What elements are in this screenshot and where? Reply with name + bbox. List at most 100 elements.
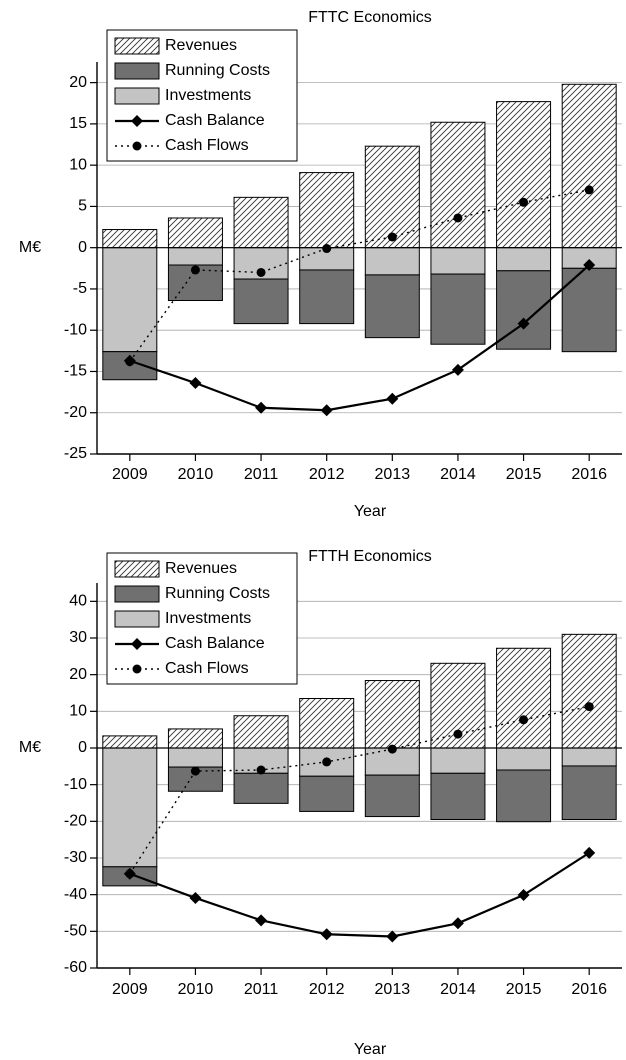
y-axis-label: M€ [19,239,41,256]
y-tick-label: 5 [78,198,87,215]
bar [496,647,552,749]
marker-circle [322,244,332,254]
x-axis-label: Year [354,1041,387,1058]
legend-label: Investments [165,87,251,104]
legend-swatch [114,62,160,80]
line [129,705,590,875]
line [129,264,590,412]
x-tick-label: 2009 [112,981,148,998]
marker-diamond [517,889,530,902]
bar [561,633,617,749]
bar [233,747,289,774]
y-tick-label: -10 [64,776,87,793]
legend-label: Cash Balance [165,635,265,652]
x-tick-label: 2011 [244,466,279,483]
bar [430,273,486,345]
y-tick-label: 10 [69,156,87,173]
marker-circle [584,185,594,195]
marker-diamond [189,377,202,390]
marker-circle [256,765,266,775]
x-tick-label: 2012 [309,466,345,483]
marker-circle [190,766,200,776]
y-tick-label: 30 [69,629,87,646]
y-tick-label: 20 [69,666,87,683]
x-tick-label: 2013 [375,981,411,998]
marker-diamond [451,917,464,930]
bar [496,247,552,272]
y-tick-label: -30 [64,849,87,866]
marker-diamond [386,930,399,943]
bar [364,774,420,818]
y-tick-label: 15 [69,115,87,132]
y-tick-label: 0 [78,739,87,756]
x-tick-label: 2010 [178,466,214,483]
y-tick-label: -20 [64,404,87,421]
legend-label: Running Costs [165,62,270,79]
legend-swatch [114,87,160,105]
x-tick-label: 2014 [440,981,476,998]
y-tick-label: -15 [64,363,87,380]
marker-circle [125,869,135,879]
bar [233,715,289,749]
marker-diamond [583,846,596,859]
bar [430,121,486,249]
legend-swatch [114,610,160,628]
marker-diamond [517,317,530,330]
bar [430,747,486,774]
marker-circle [519,715,529,725]
marker-circle [519,197,529,207]
legend-label: Revenues [165,37,237,54]
marker-circle [387,232,397,242]
bar [233,278,289,325]
marker-circle [453,729,463,739]
marker-circle [190,265,200,275]
legend-label: Revenues [165,560,237,577]
marker-diamond [131,115,143,127]
bar [364,274,420,339]
x-tick-label: 2015 [506,981,542,998]
marker-diamond [255,401,268,414]
marker-diamond [386,392,399,405]
marker-diamond [583,259,596,272]
marker-circle [256,267,266,277]
bar [561,747,617,767]
bar [299,698,355,749]
y-axis-label: M€ [19,739,41,756]
y-tick-label: -20 [64,813,87,830]
chart-title: FTTH Economics [308,548,432,565]
x-tick-label: 2016 [571,981,607,998]
marker-diamond [451,363,464,376]
marker-circle [453,213,463,223]
bar [299,775,355,812]
x-tick-label: 2013 [375,466,411,483]
bar [430,247,486,275]
marker-circle [387,744,397,754]
marker-circle [132,664,142,674]
marker-diamond [255,914,268,927]
bar [496,101,552,249]
bar [364,680,420,749]
bar [430,772,486,820]
bar [561,83,617,249]
legend-swatch [114,560,160,578]
marker-diamond [320,928,333,941]
y-tick-label: -40 [64,886,87,903]
bar [167,747,223,768]
x-tick-label: 2016 [571,466,607,483]
bar [233,772,289,804]
legend-label: Cash Flows [165,137,249,154]
legend-label: Cash Balance [165,112,265,129]
y-tick-label: 20 [69,74,87,91]
y-tick-label: 40 [69,593,87,610]
bar [102,247,158,353]
x-tick-label: 2012 [309,981,345,998]
bar [102,747,158,868]
chart-title: FTTC Economics [308,9,432,26]
x-tick-label: 2009 [112,466,148,483]
line [129,189,590,362]
x-axis-label: Year [354,503,387,520]
bar [167,728,223,749]
y-tick-label: -10 [64,321,87,338]
bar [233,196,289,249]
